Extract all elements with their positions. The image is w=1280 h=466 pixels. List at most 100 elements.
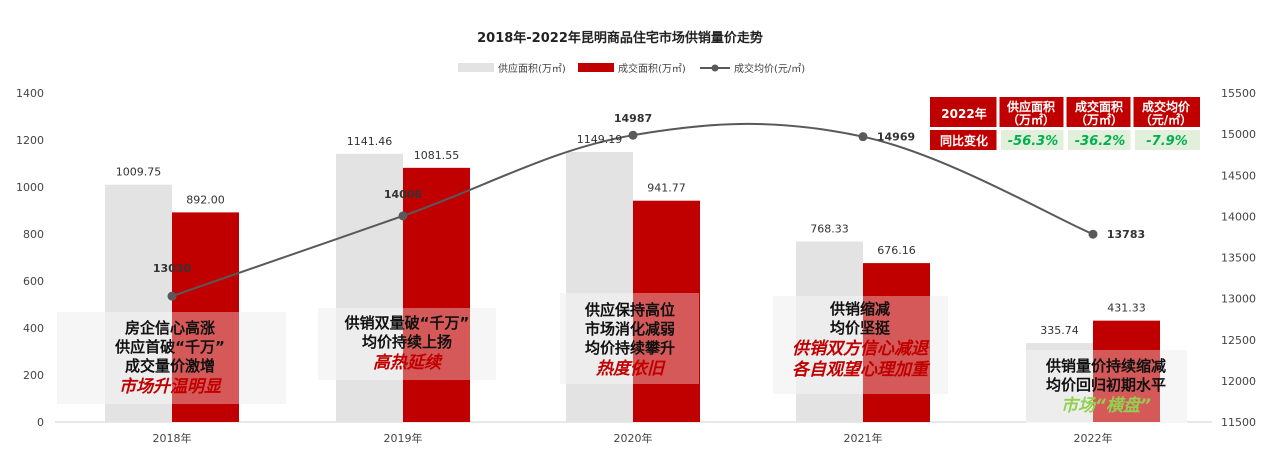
chart-title: 2018年-2022年昆明商品住宅市场供销量价走势 [477, 30, 763, 46]
y-right-tick-label: 14000 [1221, 210, 1256, 223]
supply-value-label: 768.33 [810, 222, 849, 235]
deal-value-label: 676.16 [877, 244, 916, 257]
supply-bar [796, 241, 863, 422]
annotation-text: 供销双量破“千万” [344, 314, 470, 332]
x-tick-label: 2019年 [384, 431, 423, 445]
deal-value-label: 431.33 [1107, 302, 1146, 315]
annotation-highlight: 供销双方信心减退 [792, 339, 930, 359]
price-point [858, 132, 868, 142]
table-row-label: 同比变化 [940, 133, 988, 148]
price-point [167, 291, 177, 301]
annotation-text: 均价持续上扬 [362, 333, 452, 351]
y-right-tick-label: 15000 [1221, 128, 1256, 141]
table-value-supply: -56.3% [1008, 134, 1059, 149]
price-point [628, 130, 638, 140]
table-header-price: 成交均价（元/㎡） [1140, 99, 1192, 127]
bars [105, 151, 1160, 422]
annotation-text: 供销量价持续缩减 [1045, 357, 1166, 375]
annotation-text: 供销缩减 [829, 300, 890, 318]
x-axis-labels: 2018年 2019年 2020年 2021年 2022年 [153, 431, 1113, 445]
y-right-tick-label: 13000 [1221, 293, 1256, 306]
supply-value-label: 1149.19 [577, 133, 623, 146]
table-row-label-bg [930, 130, 998, 150]
supply-value-label: 1141.46 [347, 135, 393, 148]
annotation-highlight: 热度依旧 [595, 359, 666, 379]
legend-label-deal: 成交面积(万㎡) [618, 62, 686, 75]
deal-value-label: 1081.55 [414, 149, 460, 162]
deal-value-label: 892.00 [186, 193, 225, 206]
deal-value-label: 941.77 [647, 182, 686, 195]
y-left-tick-label: 1400 [16, 87, 44, 100]
summary-table: 2022年 供应面积（万㎡） 成交面积（万㎡） 成交均价（元/㎡） 同比变化 -… [930, 97, 1200, 150]
annotation-overlay-3 [560, 293, 699, 384]
price-value-label: 13783 [1107, 228, 1145, 241]
legend-marker-price [711, 64, 719, 72]
deal-bar [172, 212, 239, 422]
legend: 供应面积(万㎡) 成交面积(万㎡) 成交均价(元/㎡) [458, 62, 805, 75]
table-cell-bg-2 [1068, 130, 1132, 150]
annotation-text: 房企信心高涨 [125, 319, 215, 337]
x-tick-label: 2021年 [844, 431, 883, 445]
y-left-tick-label: 1200 [16, 134, 44, 147]
deal-bar [863, 263, 930, 422]
table-header-year: 2022年 [941, 106, 986, 121]
y-right-tick-label: 15500 [1221, 87, 1256, 100]
price-value-label: 14969 [877, 131, 915, 144]
annotation-overlay-4 [773, 296, 948, 394]
legend-label-supply: 供应面积(万㎡) [498, 62, 566, 75]
y-right-tick-label: 11500 [1221, 416, 1256, 429]
y-left-tick-label: 200 [23, 369, 44, 382]
supply-bar [566, 151, 633, 422]
supply-bar [1026, 343, 1093, 422]
annotation-highlight: 市场“横盘” [1061, 396, 1151, 416]
y-left-tick-label: 800 [23, 228, 44, 241]
table-cell-bg-3 [1135, 130, 1200, 150]
annotation-text: 供应首破“千万” [114, 338, 225, 356]
y-right-tick-label: 12500 [1221, 334, 1256, 347]
table-value-price: -7.9% [1146, 134, 1187, 149]
annotation-highlight: 各自观望心理加重 [792, 360, 931, 380]
annotation-overlay-1 [57, 312, 286, 404]
y-left-tick-label: 600 [23, 275, 44, 288]
price-value-label: 14987 [614, 112, 652, 125]
annotation-highlight: 市场升温明显 [119, 377, 222, 397]
x-tick-label: 2020年 [614, 431, 653, 445]
annotation-text: 均价回归初期水平 [1046, 376, 1166, 394]
annotation-text: 均价坚挺 [830, 319, 891, 337]
price-line: 13030 14006 14987 14969 13783 [153, 112, 1145, 301]
annotation-highlight: 高热延续 [373, 353, 443, 373]
y-right-tick-label: 14500 [1221, 169, 1256, 182]
annotation-text: 供应保持高位 [584, 301, 675, 319]
price-value-label: 13030 [153, 262, 192, 275]
price-point [1088, 229, 1098, 239]
annotation-text: 市场消化减弱 [585, 320, 675, 338]
deal-bar [403, 167, 470, 422]
legend-swatch-supply [458, 63, 494, 72]
y-left-tick-label: 1000 [16, 181, 44, 194]
y-left-tick-label: 400 [23, 322, 44, 335]
left-axis: 0 200 400 600 800 1000 1200 1400 [16, 87, 44, 429]
legend-label-price: 成交均价(元/㎡) [734, 62, 805, 75]
legend-swatch-deal [578, 63, 614, 72]
annotation-text: 均价持续攀升 [585, 339, 675, 357]
table-header-supply: 供应面积（万㎡） [1006, 99, 1055, 127]
table-header-deal: 成交面积（万㎡） [1075, 99, 1123, 127]
value-labels: 1009.75 892.00 1141.46 1081.55 1149.19 941.77… [116, 133, 1146, 337]
right-axis: 11500 12000 12500 13000 13500 14000 14500 15000… [1221, 87, 1256, 429]
annotation-overlay-2 [318, 308, 496, 380]
table-cell-bg-1 [1001, 130, 1065, 150]
annotation-overlay-5 [1026, 350, 1187, 423]
supply-value-label: 335.74 [1040, 324, 1079, 337]
supply-bar [105, 184, 172, 422]
deal-bar [633, 200, 700, 422]
supply-bar [336, 153, 403, 422]
supply-value-label: 1009.75 [116, 166, 162, 179]
y-left-tick-label: 0 [37, 416, 44, 429]
x-tick-label: 2018年 [153, 431, 192, 445]
deal-bar [1093, 320, 1160, 422]
x-tick-label: 2022年 [1074, 431, 1113, 445]
price-value-label: 14006 [384, 188, 423, 201]
price-point [398, 211, 408, 221]
